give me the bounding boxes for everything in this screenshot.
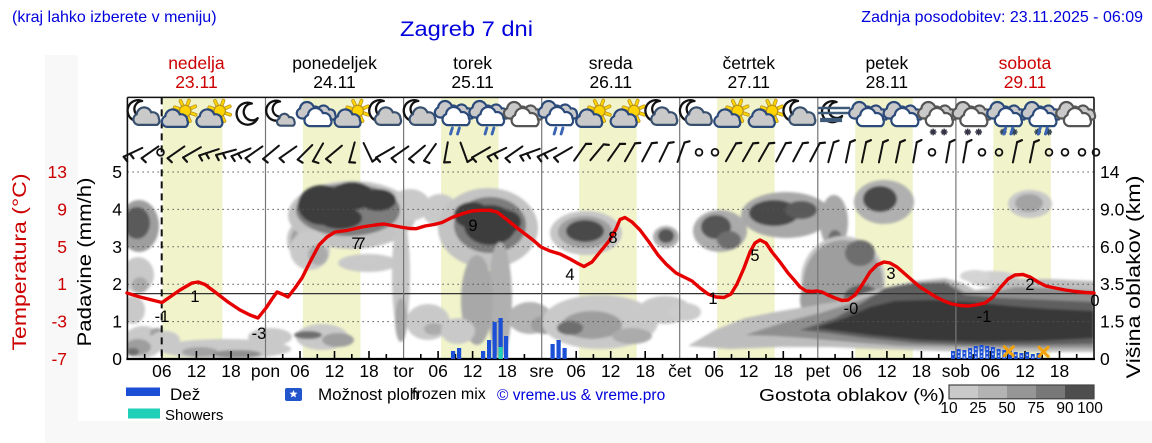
svg-text:06: 06 — [705, 361, 724, 381]
svg-text:četrtek: četrtek — [723, 53, 776, 73]
svg-text:8: 8 — [608, 229, 617, 247]
svg-text:7: 7 — [356, 235, 365, 253]
svg-text:18: 18 — [635, 361, 654, 381]
svg-text:1: 1 — [112, 312, 122, 332]
svg-text:frozen mix: frozen mix — [412, 386, 486, 403]
svg-text:Showers: Showers — [165, 407, 223, 424]
svg-text:pet: pet — [806, 361, 830, 381]
svg-text:50: 50 — [998, 400, 1016, 417]
svg-text:18: 18 — [359, 361, 378, 381]
svg-text:4: 4 — [565, 266, 574, 284]
svg-text:24.11: 24.11 — [313, 72, 356, 92]
svg-text:18: 18 — [774, 361, 793, 381]
svg-text:18: 18 — [221, 361, 240, 381]
svg-text:nedelja: nedelja — [168, 53, 225, 73]
svg-text:12: 12 — [187, 361, 206, 381]
svg-text:9: 9 — [468, 217, 477, 235]
svg-text:4: 4 — [112, 199, 122, 219]
svg-text:-3: -3 — [51, 312, 67, 332]
svg-text:12: 12 — [325, 361, 344, 381]
svg-text:06: 06 — [290, 361, 309, 381]
svg-text:27.11: 27.11 — [728, 72, 771, 92]
svg-text:7: 7 — [351, 235, 360, 253]
svg-text:Višina oblakov (km): Višina oblakov (km) — [1124, 176, 1145, 379]
svg-text:1: 1 — [57, 274, 67, 294]
svg-text:90: 90 — [1056, 400, 1074, 417]
svg-text:sob: sob — [942, 361, 970, 381]
svg-text:0: 0 — [1100, 349, 1110, 369]
svg-text:Možnost ploh: Možnost ploh — [318, 385, 419, 404]
svg-text:čet: čet — [668, 361, 691, 381]
svg-text:3.5: 3.5 — [1100, 274, 1124, 294]
svg-text:9.0: 9.0 — [1100, 199, 1125, 219]
svg-text:25.11: 25.11 — [451, 72, 494, 92]
svg-text:06: 06 — [428, 361, 447, 381]
svg-text:-7: -7 — [51, 349, 67, 369]
svg-text:12: 12 — [739, 361, 758, 381]
svg-text:13: 13 — [48, 162, 67, 182]
svg-text:1: 1 — [190, 288, 199, 306]
svg-text:pon: pon — [251, 361, 280, 381]
svg-text:torek: torek — [453, 53, 492, 73]
svg-text:26.11: 26.11 — [589, 72, 632, 92]
svg-text:5: 5 — [57, 237, 67, 257]
svg-text:06: 06 — [152, 361, 171, 381]
svg-text:petek: petek — [865, 53, 908, 73]
svg-text:06: 06 — [981, 361, 1000, 381]
svg-text:© vreme.us & vreme.pro: © vreme.us & vreme.pro — [497, 387, 665, 404]
svg-text:Padavine (mm/h): Padavine (mm/h) — [75, 178, 96, 347]
svg-text:12: 12 — [463, 361, 482, 381]
svg-text:sreda: sreda — [589, 53, 633, 73]
svg-text:23.11: 23.11 — [175, 72, 218, 92]
svg-text:0: 0 — [112, 349, 122, 369]
svg-text:Zagreb 7 dni: Zagreb 7 dni — [400, 17, 533, 41]
svg-text:sre: sre — [530, 361, 554, 381]
svg-text:75: 75 — [1027, 400, 1044, 417]
svg-text:06: 06 — [843, 361, 862, 381]
svg-text:6.0: 6.0 — [1100, 237, 1125, 257]
svg-text:12: 12 — [877, 361, 896, 381]
svg-text:18: 18 — [497, 361, 516, 381]
svg-text:2: 2 — [1025, 276, 1034, 294]
svg-text:5: 5 — [112, 162, 122, 182]
svg-text:28.11: 28.11 — [866, 72, 909, 92]
svg-text:-3: -3 — [252, 325, 267, 343]
svg-text:18: 18 — [1050, 361, 1069, 381]
svg-text:3: 3 — [112, 237, 122, 257]
svg-text:9: 9 — [57, 199, 67, 219]
svg-text:3: 3 — [886, 265, 895, 283]
svg-text:5: 5 — [750, 247, 759, 265]
svg-text:1.5: 1.5 — [1100, 312, 1124, 332]
svg-text:-0: -0 — [844, 300, 859, 318]
svg-text:0: 0 — [1090, 292, 1099, 310]
svg-text:sobota: sobota — [999, 53, 1052, 73]
svg-text:100: 100 — [1077, 400, 1103, 417]
svg-text:12: 12 — [1015, 361, 1034, 381]
svg-text:Dež: Dež — [170, 385, 200, 404]
svg-text:ponedeljek: ponedeljek — [292, 53, 377, 73]
svg-text:18: 18 — [912, 361, 931, 381]
svg-text:29.11: 29.11 — [1004, 72, 1047, 92]
svg-text:tor: tor — [393, 361, 414, 381]
svg-text:-1: -1 — [155, 308, 170, 326]
svg-text:12: 12 — [601, 361, 620, 381]
svg-text:06: 06 — [566, 361, 585, 381]
svg-text:Temperatura (°C): Temperatura (°C) — [10, 174, 31, 351]
svg-text:-1: -1 — [977, 308, 992, 326]
svg-text:25: 25 — [969, 400, 986, 417]
svg-text:14: 14 — [1100, 162, 1120, 182]
svg-text:1: 1 — [708, 290, 717, 308]
svg-text:Zadnja posodobitev: 23.11.2025: Zadnja posodobitev: 23.11.2025 - 06:09 — [861, 9, 1143, 26]
svg-text:2: 2 — [112, 274, 122, 294]
svg-text:(kraj lahko izberete v meniju): (kraj lahko izberete v meniju) — [12, 9, 217, 26]
svg-text:10: 10 — [940, 400, 958, 417]
svg-text:Gostota oblakov (%): Gostota oblakov (%) — [759, 385, 945, 405]
